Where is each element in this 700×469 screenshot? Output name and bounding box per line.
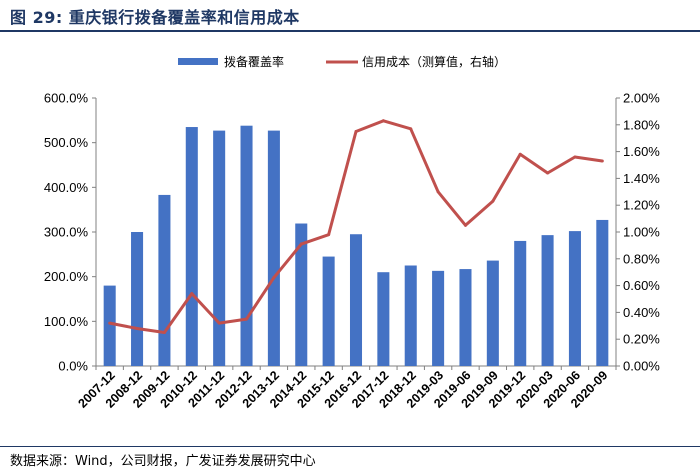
bar bbox=[267, 130, 280, 366]
bar bbox=[459, 269, 472, 366]
y-right-tick-label: 0.60% bbox=[623, 278, 660, 293]
y-right-tick-label: 1.80% bbox=[623, 117, 660, 132]
bar bbox=[131, 232, 144, 366]
line-point bbox=[327, 233, 331, 237]
line-point bbox=[546, 171, 550, 175]
legend-bar-swatch bbox=[178, 58, 218, 65]
bar bbox=[568, 231, 581, 366]
bar bbox=[103, 285, 116, 366]
y-left-tick-label: 0.0% bbox=[58, 359, 88, 374]
bar bbox=[213, 130, 226, 366]
line-point bbox=[573, 155, 577, 159]
line-point bbox=[217, 321, 221, 325]
y-right-tick-label: 2.00% bbox=[623, 91, 660, 106]
plot-area: 0.0% 100.0% 200.0% 300.0% 400.0% 500.0% 600.0%… bbox=[44, 91, 660, 411]
bottom-rule bbox=[0, 446, 700, 447]
title-rule bbox=[0, 30, 700, 32]
bar bbox=[541, 235, 554, 366]
line-point bbox=[272, 276, 276, 280]
legend: 拨备覆盖率 信用成本（测算值，右轴） bbox=[178, 54, 506, 69]
y-right-tick-label: 0.00% bbox=[623, 359, 660, 374]
line-point bbox=[600, 159, 604, 163]
y-left-tick-label: 500.0% bbox=[44, 135, 89, 150]
bar bbox=[322, 256, 335, 366]
line-point bbox=[162, 331, 166, 334]
y-left-tick-label: 300.0% bbox=[44, 225, 89, 240]
bar bbox=[596, 219, 609, 366]
bar bbox=[185, 127, 198, 367]
figure-title: 图 29: 重庆银行拨备覆盖率和信用成本 bbox=[10, 8, 300, 27]
y-right-tick-label: 0.40% bbox=[623, 305, 660, 320]
y-right-tick-label: 1.40% bbox=[623, 171, 660, 186]
line-point bbox=[245, 317, 249, 321]
line-point bbox=[135, 326, 139, 330]
y-left-tick-label: 100.0% bbox=[44, 314, 89, 329]
y-left-tick-label: 200.0% bbox=[44, 269, 89, 284]
bar bbox=[240, 125, 253, 367]
bar bbox=[404, 265, 417, 366]
line-point bbox=[108, 321, 112, 325]
bar bbox=[432, 270, 445, 366]
source-note: 数据来源：Wind，公司财报，广发证券发展研究中心 bbox=[10, 454, 316, 469]
bar bbox=[486, 260, 499, 366]
y-left-tick-label: 600.0% bbox=[44, 91, 89, 106]
bar bbox=[377, 272, 390, 366]
bar bbox=[158, 194, 171, 366]
y-right-tick-label: 1.20% bbox=[623, 198, 660, 213]
line-point bbox=[190, 292, 194, 296]
bar bbox=[514, 240, 527, 366]
chart: 拨备覆盖率 信用成本（测算值，右轴） 0.0% 100.0% 200.0% 300.0… bbox=[44, 54, 660, 411]
y-right-tick-label: 0.80% bbox=[623, 251, 660, 266]
bar bbox=[295, 223, 308, 366]
legend-bar-label: 拨备覆盖率 bbox=[224, 54, 284, 69]
y-right-tick-label: 1.60% bbox=[623, 144, 660, 159]
line-point bbox=[409, 127, 413, 131]
line-point bbox=[354, 130, 358, 133]
bar bbox=[349, 234, 363, 366]
y-left-tick-label: 400.0% bbox=[44, 180, 89, 195]
y-right-tick-label: 0.20% bbox=[623, 332, 660, 347]
legend-line-label: 信用成本（测算值，右轴） bbox=[362, 54, 506, 69]
line-point bbox=[491, 199, 495, 203]
line-point bbox=[436, 190, 440, 194]
line-point bbox=[518, 152, 522, 156]
line-point bbox=[299, 242, 303, 246]
y-right-tick-label: 1.00% bbox=[623, 225, 660, 240]
line-point bbox=[381, 119, 385, 123]
line-point bbox=[463, 223, 467, 227]
